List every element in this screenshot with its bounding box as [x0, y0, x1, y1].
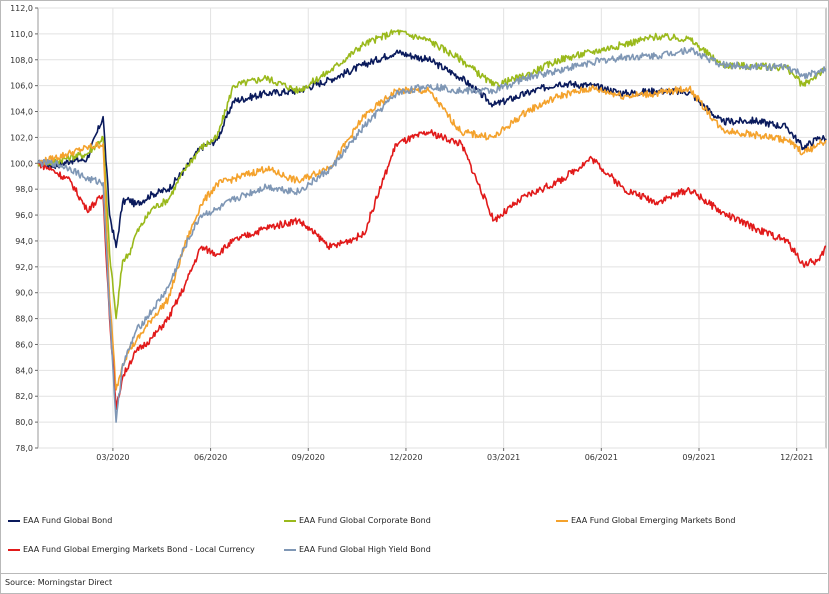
y-tick-label: 112,0	[10, 4, 33, 13]
series-line-4	[37, 46, 827, 423]
legend-label: EAA Fund Global Emerging Markets Bond - …	[23, 545, 255, 554]
y-tick-label: 110,0	[10, 30, 33, 39]
y-tick-label: 102,0	[10, 133, 33, 142]
legend-swatch	[284, 548, 296, 551]
y-tick-label: 96,0	[15, 211, 33, 220]
y-tick-label: 78,0	[15, 444, 33, 453]
y-tick-label: 94,0	[15, 237, 33, 246]
x-tick-label: 09/2021	[682, 453, 715, 462]
y-tick-label: 92,0	[15, 263, 33, 272]
x-tick-label: 12/2021	[780, 453, 813, 462]
legend-item-high-yield-bond: EAA Fund Global High Yield Bond	[284, 545, 431, 554]
grid-lines	[37, 7, 827, 449]
y-tick-label: 104,0	[10, 108, 33, 117]
y-tick-label: 88,0	[15, 315, 33, 324]
legend-swatch	[284, 519, 296, 522]
y-tick-label: 84,0	[15, 366, 33, 375]
legend-label: EAA Fund Global High Yield Bond	[299, 545, 431, 554]
legend-swatch	[8, 548, 20, 551]
legend-item-emerging-markets-bond: EAA Fund Global Emerging Markets Bond	[556, 516, 735, 525]
x-tick-label: 09/2020	[292, 453, 325, 462]
y-tick-label: 98,0	[15, 185, 33, 194]
y-axis: 78,0 80,0 82,0 84,0 86,0 88,0 90,0 92,0 94,0 96,0…	[10, 4, 38, 453]
series-line-2	[37, 84, 827, 391]
y-tick-label: 82,0	[15, 392, 33, 401]
legend-label: EAA Fund Global Corporate Bond	[299, 516, 431, 525]
plot-area	[37, 7, 827, 449]
y-tick-label: 90,0	[15, 289, 33, 298]
series-line-3	[37, 129, 827, 411]
legend-item-emerging-markets-local-currency: EAA Fund Global Emerging Markets Bond - …	[8, 545, 255, 554]
x-tick-label: 03/2021	[487, 453, 520, 462]
source-label: Source: Morningstar Direct	[5, 578, 113, 587]
y-tick-label: 86,0	[15, 340, 33, 349]
legend-label: EAA Fund Global Emerging Markets Bond	[571, 516, 736, 525]
legend-item-global-bond: EAA Fund Global Bond	[8, 516, 112, 525]
series-lines	[37, 29, 827, 423]
y-tick-label: 106,0	[10, 82, 33, 91]
x-axis: 03/2020 06/2020 09/2020 12/2020 03/2021 06/20…	[96, 448, 813, 462]
series-line-0	[37, 49, 827, 249]
y-tick-label: 108,0	[10, 56, 33, 65]
x-tick-label: 06/2021	[585, 453, 618, 462]
x-tick-label: 12/2020	[389, 453, 422, 462]
legend-item-global-corporate-bond: EAA Fund Global Corporate Bond	[284, 516, 431, 525]
x-tick-label: 06/2020	[194, 453, 227, 462]
legend-label: EAA Fund Global Bond	[23, 516, 113, 525]
series-line-1	[37, 29, 827, 320]
legend-swatch	[556, 519, 568, 522]
legend-swatch	[8, 519, 20, 522]
y-tick-label: 100,0	[10, 159, 33, 168]
y-tick-label: 80,0	[15, 418, 33, 427]
x-tick-label: 03/2020	[96, 453, 129, 462]
source-footer: Source: Morningstar Direct	[0, 573, 827, 594]
